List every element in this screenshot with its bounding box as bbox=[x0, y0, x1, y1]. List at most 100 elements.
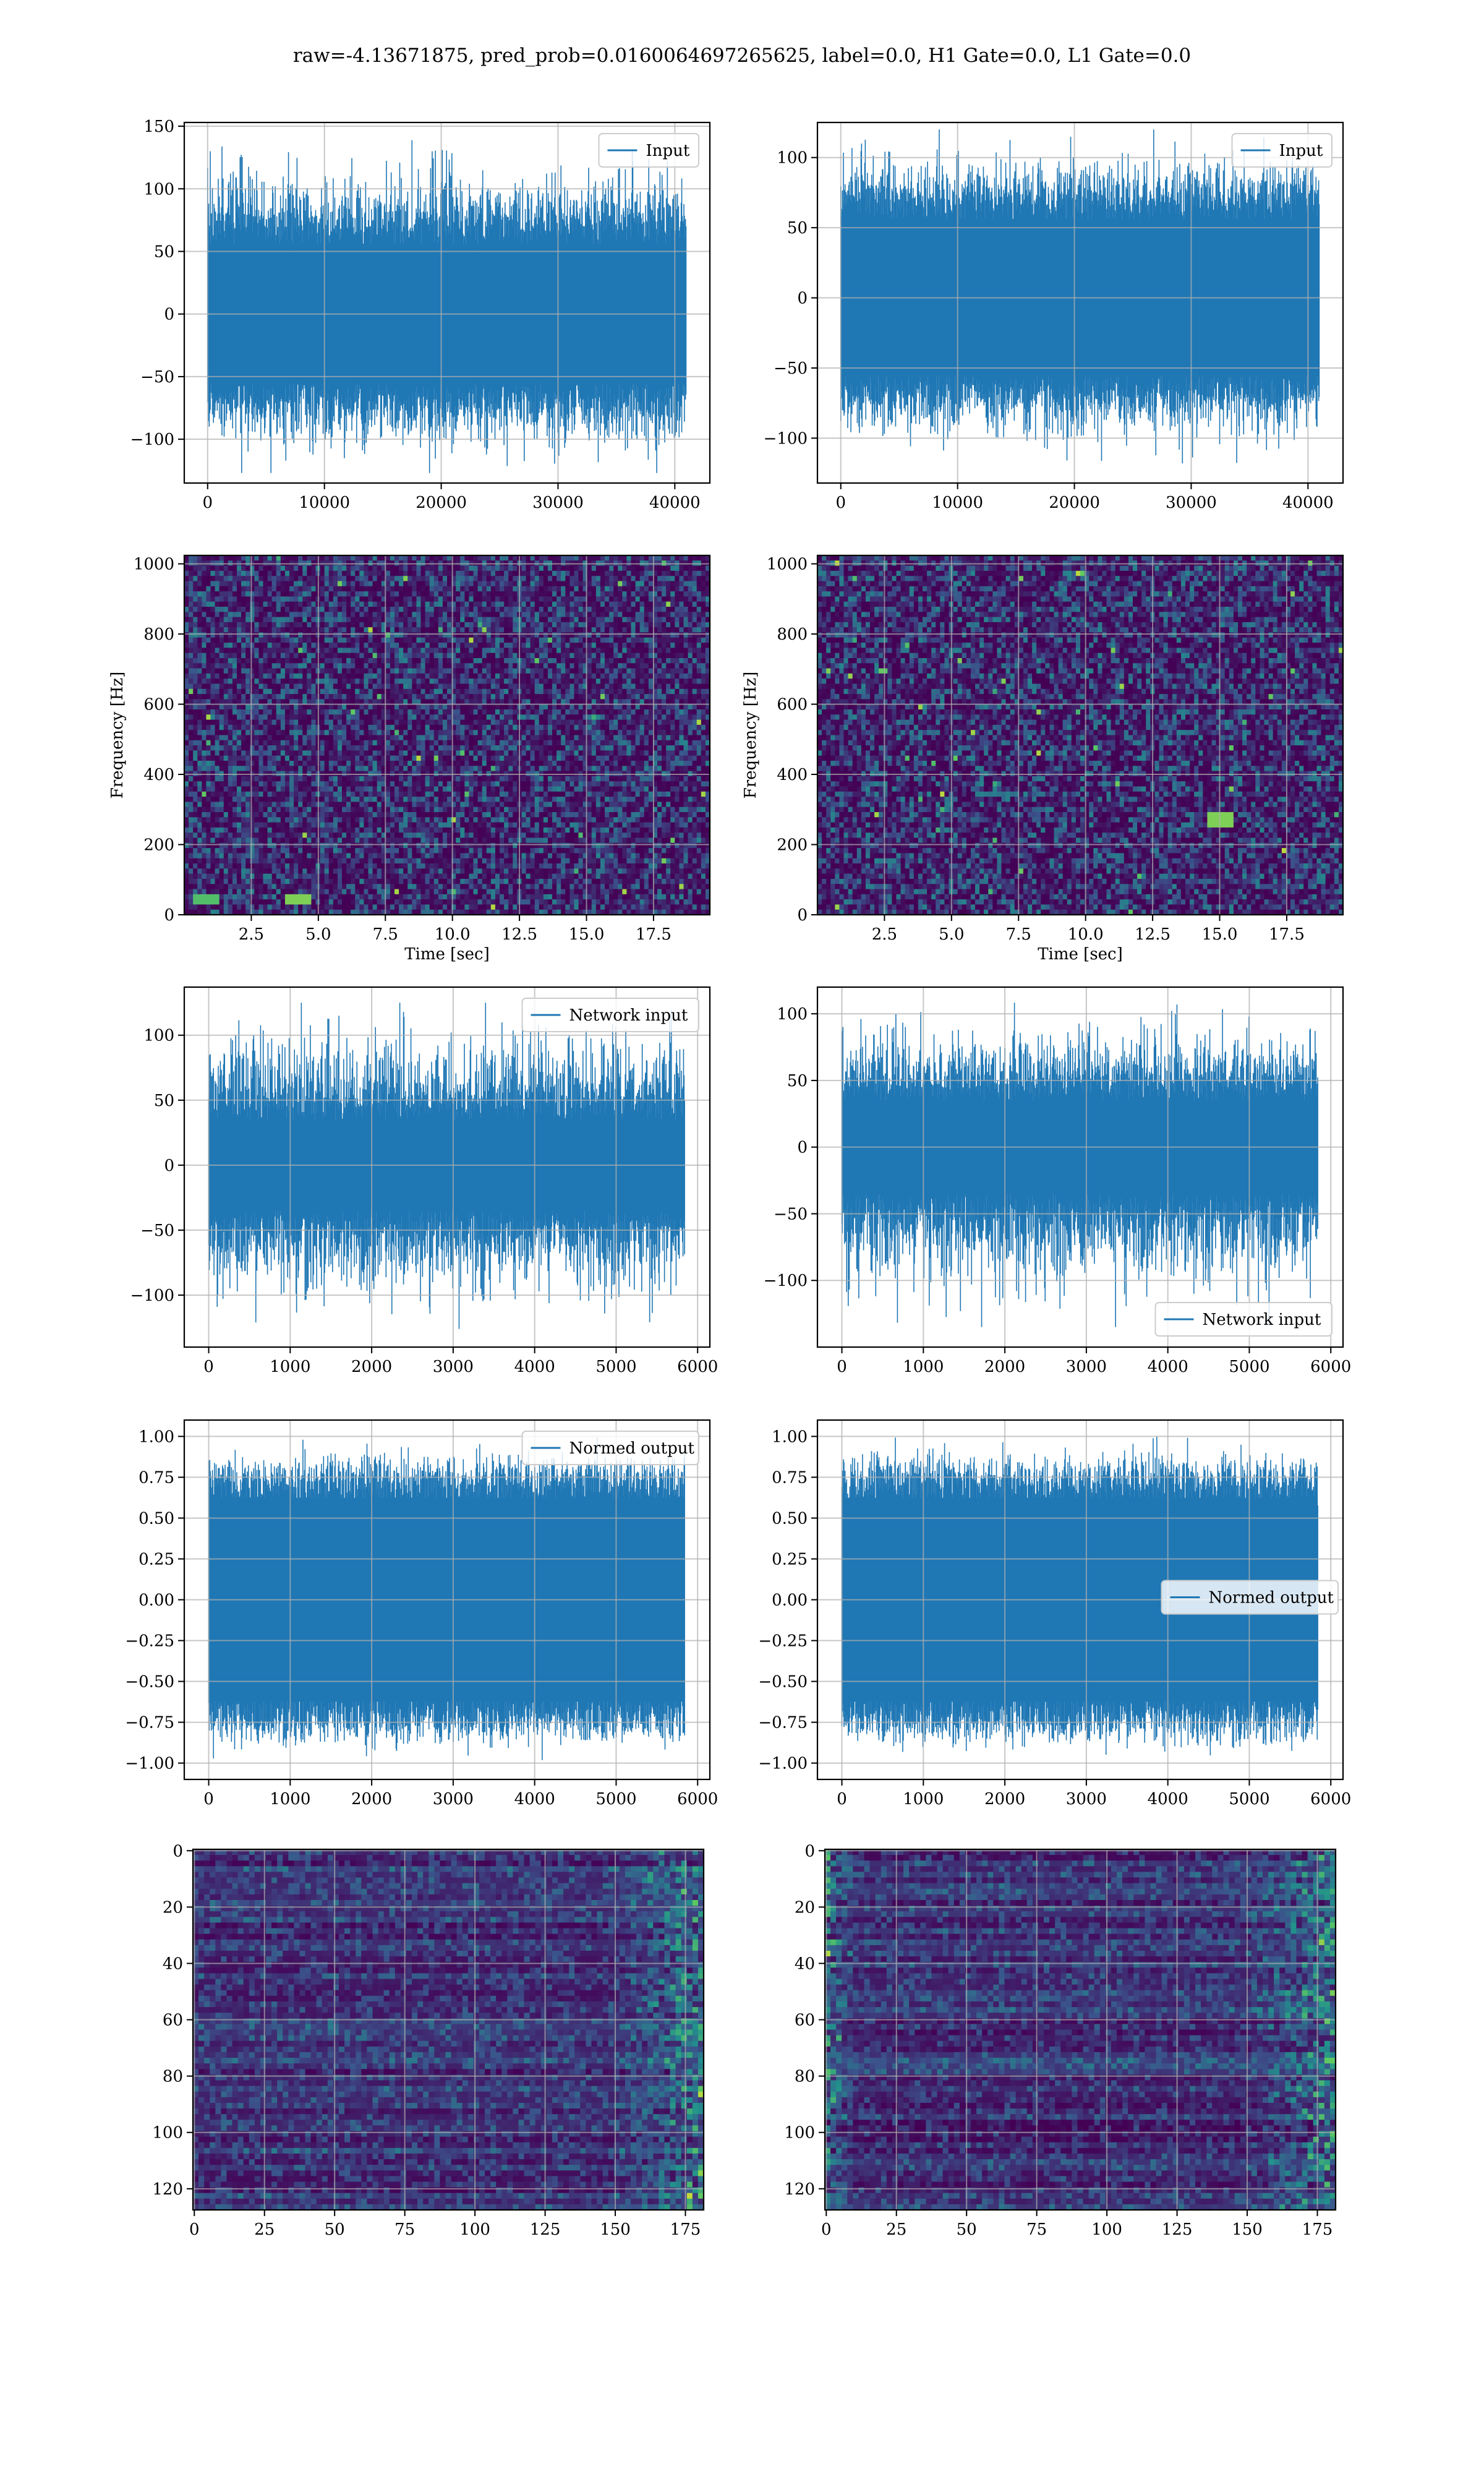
network-input-l1-ytick-label: 0 bbox=[797, 1139, 808, 1157]
input-l1-xtick-label: 30000 bbox=[1166, 494, 1217, 512]
input-l1-ytick-label: −100 bbox=[764, 429, 808, 448]
normed-output-h1-xtick-label: 0 bbox=[203, 1790, 214, 1808]
feature-map-h1-ytick-label: 60 bbox=[163, 2011, 183, 2030]
spectrogram-l1-xtick-label: 15.0 bbox=[1202, 925, 1238, 944]
input-h1-legend-label: Input bbox=[646, 142, 690, 160]
network-input-l1-frame bbox=[816, 986, 1344, 1348]
feature-map-h1-ytick-label: 120 bbox=[152, 2180, 183, 2199]
normed-output-l1-ytick-label: 0.25 bbox=[772, 1550, 808, 1569]
feature-map-h1-xtick-label: 150 bbox=[600, 2220, 631, 2239]
normed-output-l1-grid bbox=[817, 1420, 1343, 1779]
spectrogram-h1-ytick-label: 1000 bbox=[134, 555, 174, 574]
normed-output-h1-ytick-label: −0.50 bbox=[125, 1673, 174, 1692]
normed-output-l1-ytick-label: −0.25 bbox=[758, 1632, 808, 1651]
network-input-l1-xtick-label: 5000 bbox=[1229, 1358, 1269, 1376]
feature-map-h1-ytick-label: 100 bbox=[152, 2124, 183, 2142]
input-h1-ytick-label: −50 bbox=[140, 368, 174, 387]
input-l1-grid bbox=[817, 122, 1343, 483]
feature-map-l1-xtick-label: 100 bbox=[1091, 2220, 1122, 2239]
input-h1-series-line bbox=[207, 140, 687, 473]
network-input-h1-xtick-label: 1000 bbox=[270, 1358, 310, 1376]
normed-output-h1-legend-label: Normed output bbox=[569, 1439, 695, 1458]
normed-output-h1-xtick-label: 5000 bbox=[595, 1790, 636, 1808]
network-input-l1-ytick-label: −50 bbox=[774, 1205, 808, 1223]
network-input-h1-legend: Network input bbox=[521, 998, 699, 1032]
spectrogram-l1-ytick-label: 1000 bbox=[767, 555, 808, 574]
network-input-l1-ytick-label: −100 bbox=[764, 1272, 808, 1290]
spectrogram-h1-xtick-label: 7.5 bbox=[373, 925, 398, 944]
feature-map-h1-heatmap bbox=[193, 1849, 704, 2210]
normed-output-l1-xtick-label: 6000 bbox=[1310, 1790, 1351, 1808]
feature-map-l1-xtick-label: 150 bbox=[1232, 2220, 1263, 2239]
network-input-h1-ytick-label: −100 bbox=[130, 1286, 174, 1305]
feature-map-l1-ytick-label: 120 bbox=[784, 2180, 815, 2199]
feature-map-h1-frame bbox=[192, 1848, 705, 2211]
feature-map-h1-grid bbox=[193, 1849, 704, 2210]
normed-output-l1-xtick-label: 2000 bbox=[984, 1790, 1025, 1808]
normed-output-l1-ytick-label: −0.50 bbox=[758, 1673, 808, 1692]
spectrogram-h1-grid bbox=[184, 555, 710, 915]
feature-map-l1-xtick-label: 175 bbox=[1302, 2220, 1333, 2239]
feature-map-l1-ytick-label: 40 bbox=[795, 1954, 815, 1973]
spectrogram-h1-xtick-label: 17.5 bbox=[636, 925, 672, 944]
input-l1-xtick-label: 0 bbox=[836, 494, 846, 512]
network-input-l1-chart: 0 1000 2000 3000 4000 5000 6000 −100 −50 0 50 100 Ne… bbox=[764, 986, 1351, 1376]
feature-map-h1-ytick-label: 40 bbox=[163, 1954, 183, 1973]
feature-map-l1-xtick-label: 50 bbox=[957, 2220, 977, 2239]
spectrogram-h1-xlabel: Time [sec] bbox=[404, 945, 490, 964]
normed-output-h1-xtick-label: 2000 bbox=[351, 1790, 392, 1808]
spectrogram-h1-ytick-label: 0 bbox=[164, 906, 174, 925]
spectrogram-l1-ytick-label: 0 bbox=[797, 906, 808, 925]
normed-output-h1-xtick-label: 6000 bbox=[677, 1790, 718, 1808]
network-input-l1-xtick-label: 1000 bbox=[903, 1358, 944, 1376]
input-h1-ytick-label: 150 bbox=[143, 118, 174, 136]
input-h1-grid bbox=[184, 122, 710, 483]
feature-map-h1-ytick-label: 20 bbox=[163, 1898, 183, 1917]
normed-output-h1-series-line bbox=[208, 1437, 685, 1760]
normed-output-l1-ytick-label: −1.00 bbox=[758, 1755, 808, 1773]
normed-output-h1-ytick-label: 1.00 bbox=[139, 1427, 174, 1446]
input-l1-frame bbox=[816, 121, 1344, 484]
feature-map-l1-grid bbox=[825, 1849, 1336, 2210]
spectrogram-h1-frame bbox=[183, 554, 711, 916]
input-h1-frame bbox=[183, 121, 711, 484]
network-input-h1-legend-label: Network input bbox=[569, 1006, 688, 1025]
normed-output-l1-ytick-label: 0.75 bbox=[772, 1468, 808, 1487]
spectrogram-h1-heatmap bbox=[184, 555, 710, 915]
normed-output-h1-ytick-label: 0.25 bbox=[139, 1550, 174, 1569]
normed-output-h1-ytick-label: 0.50 bbox=[139, 1509, 174, 1528]
spectrogram-l1-ylabel: Frequency [Hz] bbox=[741, 672, 760, 799]
normed-output-l1-xtick-label: 4000 bbox=[1148, 1790, 1188, 1808]
spectrogram-h1-xtick-label: 15.0 bbox=[569, 925, 605, 944]
normed-output-l1-legend: Normed output bbox=[1161, 1580, 1339, 1615]
input-h1-xtick-label: 40000 bbox=[649, 494, 701, 512]
network-input-l1-legend: Network input bbox=[1154, 1302, 1333, 1337]
normed-output-h1-ytick-label: −1.00 bbox=[125, 1755, 174, 1773]
spectrogram-l1-ytick-label: 600 bbox=[777, 696, 808, 714]
input-h1-xtick-label: 20000 bbox=[416, 494, 467, 512]
network-input-l1-xtick-label: 2000 bbox=[984, 1358, 1025, 1376]
feature-map-h1-xtick-label: 0 bbox=[189, 2220, 200, 2239]
spectrogram-l1-xlabel: Time [sec] bbox=[1038, 945, 1123, 964]
input-l1-legend: Input bbox=[1231, 133, 1333, 168]
input-l1-xtick-label: 40000 bbox=[1282, 494, 1334, 512]
input-h1-legend: Input bbox=[598, 133, 699, 168]
input-h1-chart: 0 10000 20000 30000 40000 −100 −50 0 50 100 150 Inp… bbox=[130, 118, 711, 512]
input-h1-xtick-label: 10000 bbox=[299, 494, 350, 512]
feature-map-l1-ytick-label: 80 bbox=[795, 2068, 815, 2086]
network-input-h1-series-line bbox=[208, 1003, 685, 1329]
network-input-h1-xtick-label: 6000 bbox=[677, 1358, 718, 1376]
input-l1-ytick-label: 0 bbox=[797, 289, 808, 308]
input-l1-xtick-label: 10000 bbox=[932, 494, 983, 512]
normed-output-l1-ytick-label: −0.75 bbox=[758, 1714, 808, 1732]
network-input-l1-xtick-label: 0 bbox=[837, 1358, 847, 1376]
feature-map-l1-xtick-label: 75 bbox=[1026, 2220, 1047, 2239]
spectrogram-l1-xtick-label: 17.5 bbox=[1269, 925, 1305, 944]
spectrogram-l1-chart: 2.5 5.0 7.5 10.0 12.5 15.0 17.5 0 200 400 600 800 10… bbox=[741, 554, 1344, 964]
feature-map-l1-ytick-label: 60 bbox=[795, 2011, 815, 2030]
spectrogram-l1-heatmap bbox=[817, 555, 1343, 915]
normed-output-h1-grid bbox=[184, 1420, 710, 1779]
feature-map-h1-chart: 0 25 50 75 100 125 150 175 0 20 40 60 80 100 120 bbox=[152, 1842, 705, 2239]
normed-output-h1-xtick-label: 1000 bbox=[270, 1790, 310, 1808]
